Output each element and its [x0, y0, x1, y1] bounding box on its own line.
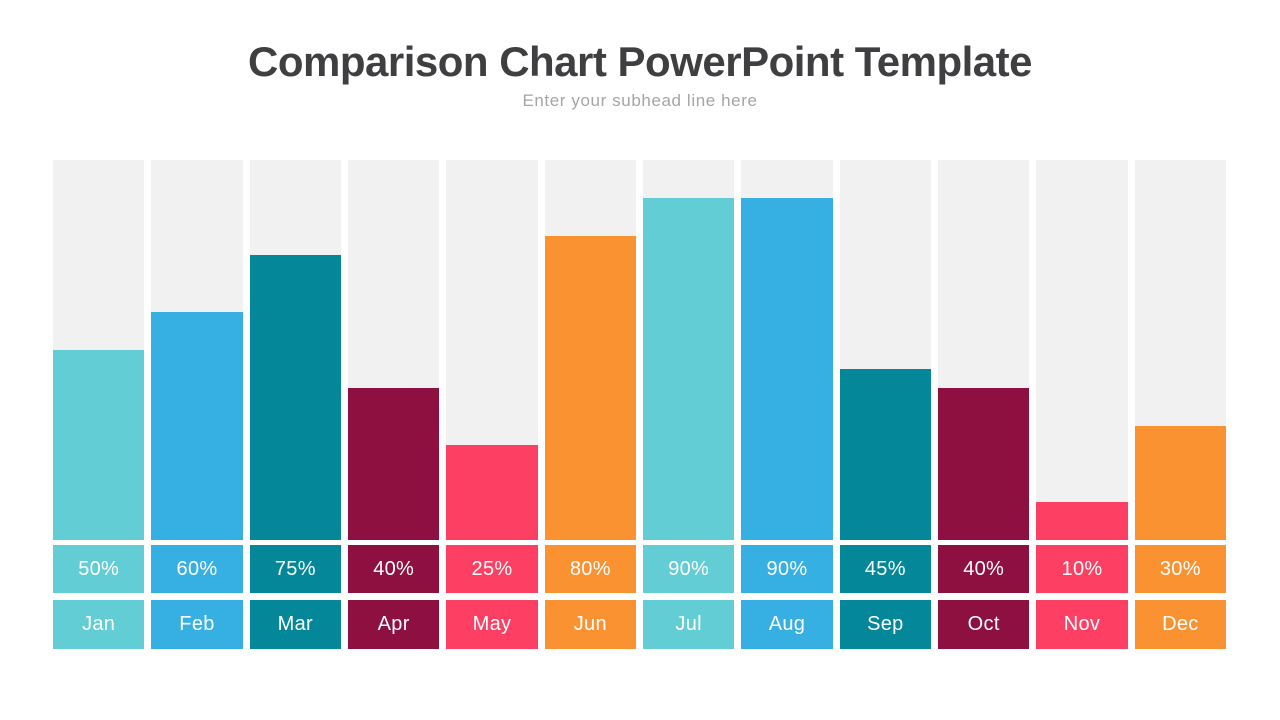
- month-label: Oct: [938, 600, 1030, 649]
- value-badge: 80%: [544, 545, 636, 593]
- bar-track: [249, 160, 341, 540]
- chart-column: 75% Mar: [249, 160, 341, 649]
- value-badge: 90%: [643, 545, 735, 593]
- month-label: Jan: [53, 600, 145, 649]
- value-badge: 50%: [53, 545, 145, 593]
- chart-column: 40% Oct: [938, 160, 1030, 649]
- value-badge: 45%: [839, 545, 931, 593]
- chart-column: 60% Feb: [151, 160, 243, 649]
- bar-fill: [348, 388, 440, 540]
- value-badge: 10%: [1036, 545, 1128, 593]
- bar-track: [643, 160, 735, 540]
- chart-column: 80% Jun: [544, 160, 636, 649]
- bar-track: [348, 160, 440, 540]
- month-label: Mar: [249, 600, 341, 649]
- bar-track: [1134, 160, 1226, 540]
- bar-track: [544, 160, 636, 540]
- value-badge: 90%: [741, 545, 833, 593]
- month-label: Nov: [1036, 600, 1128, 649]
- month-label: Sep: [839, 600, 931, 649]
- bar-fill: [151, 312, 243, 540]
- comparison-bar-chart: 50% Jan 60% Feb 75% Mar 40% Apr 25% May 80% Jun 90% J…: [53, 160, 1226, 649]
- header: Comparison Chart PowerPoint Template Ent…: [0, 0, 1280, 111]
- bar-track: [938, 160, 1030, 540]
- bar-fill: [839, 369, 931, 540]
- bar-track: [839, 160, 931, 540]
- month-label: Jun: [544, 600, 636, 649]
- bar-track: [1036, 160, 1128, 540]
- month-label: Dec: [1134, 600, 1226, 649]
- value-badge: 75%: [249, 545, 341, 593]
- page-subtitle: Enter your subhead line here: [522, 91, 758, 111]
- bar-fill: [938, 388, 1030, 540]
- value-badge: 60%: [151, 545, 243, 593]
- bar-track: [53, 160, 145, 540]
- chart-column: 50% Jan: [53, 160, 145, 649]
- value-badge: 40%: [938, 545, 1030, 593]
- bar-fill: [741, 198, 833, 540]
- chart-column: 45% Sep: [839, 160, 931, 649]
- bar-fill: [249, 255, 341, 540]
- bar-track: [446, 160, 538, 540]
- month-label: Apr: [348, 600, 440, 649]
- bar-fill: [643, 198, 735, 540]
- value-badge: 25%: [446, 545, 538, 593]
- bar-fill: [544, 236, 636, 540]
- bar-fill: [53, 350, 145, 540]
- chart-column: 30% Dec: [1134, 160, 1226, 649]
- bar-track: [741, 160, 833, 540]
- chart-column: 10% Nov: [1036, 160, 1128, 649]
- chart-column: 40% Apr: [348, 160, 440, 649]
- chart-column: 90% Aug: [741, 160, 833, 649]
- bar-fill: [1036, 502, 1128, 540]
- month-label: May: [446, 600, 538, 649]
- bar-fill: [446, 445, 538, 540]
- bar-track: [151, 160, 243, 540]
- chart-column: 90% Jul: [643, 160, 735, 649]
- bar-fill: [1134, 426, 1226, 540]
- month-label: Jul: [643, 600, 735, 649]
- page-title: Comparison Chart PowerPoint Template: [248, 38, 1033, 85]
- value-badge: 40%: [348, 545, 440, 593]
- value-badge: 30%: [1134, 545, 1226, 593]
- month-label: Feb: [151, 600, 243, 649]
- month-label: Aug: [741, 600, 833, 649]
- chart-column: 25% May: [446, 160, 538, 649]
